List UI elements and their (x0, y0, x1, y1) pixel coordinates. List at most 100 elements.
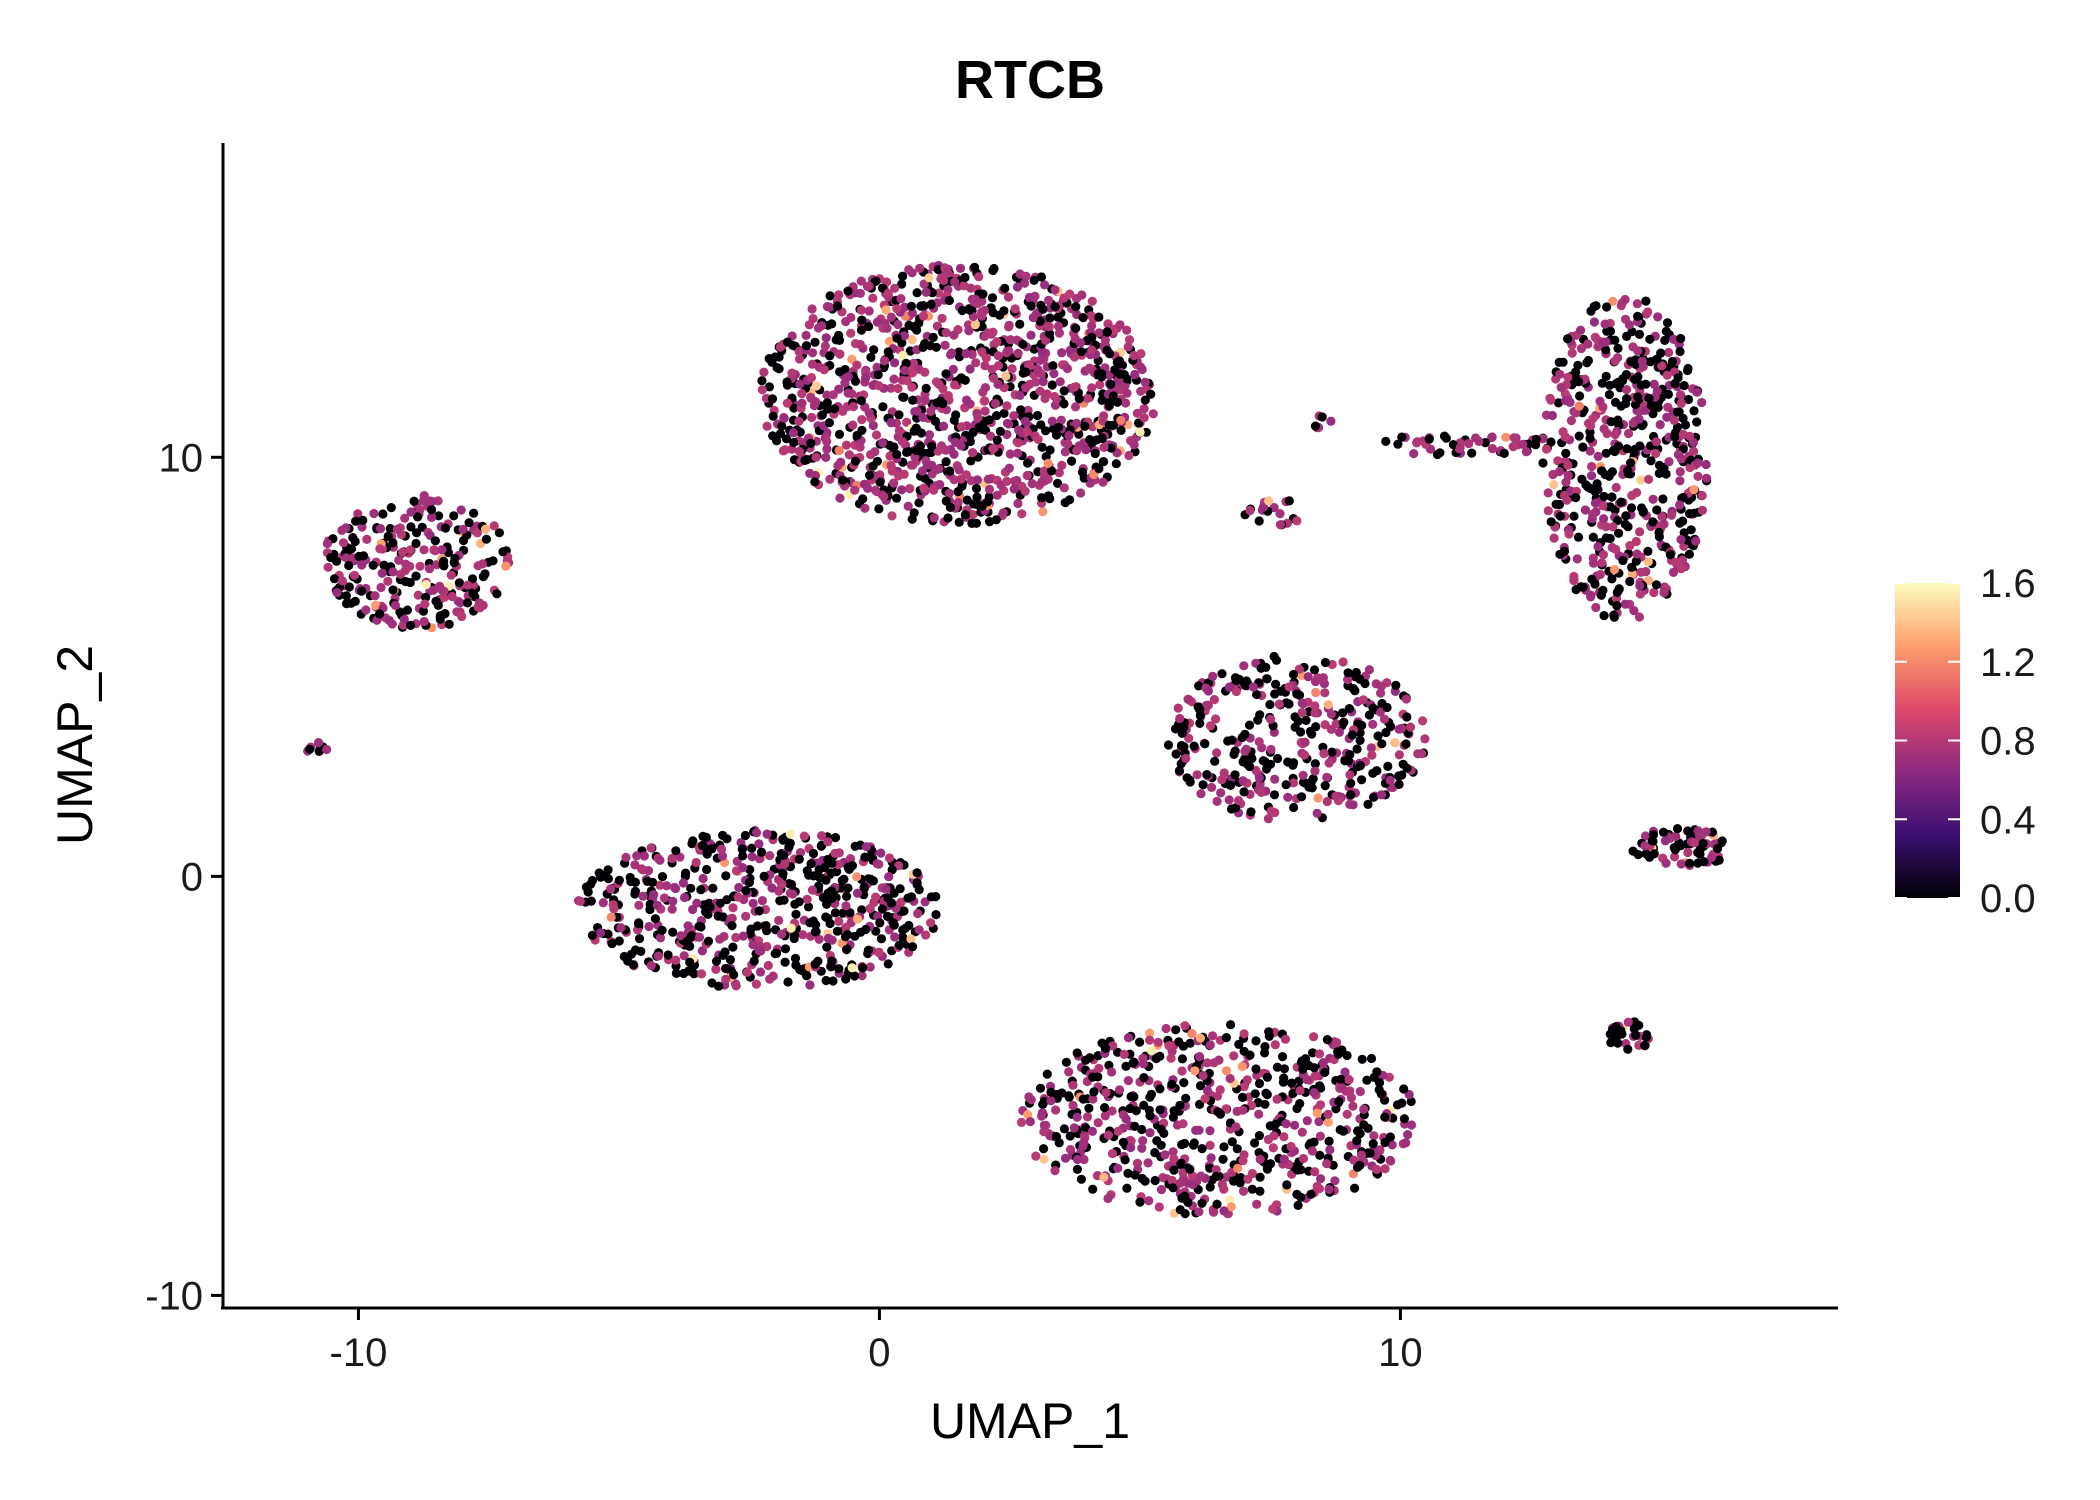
data-point (1567, 348, 1577, 358)
data-point (1652, 386, 1662, 396)
data-point (922, 460, 933, 470)
data-point (1387, 1140, 1397, 1150)
data-point (1697, 397, 1707, 408)
data-point (1364, 710, 1374, 720)
data-point (1205, 721, 1216, 731)
data-point (1281, 1119, 1291, 1129)
data-point (1021, 383, 1031, 393)
data-point (441, 523, 451, 533)
data-point (1640, 1041, 1650, 1051)
data-point (973, 500, 983, 510)
data-point (1553, 456, 1563, 466)
data-point (985, 431, 996, 441)
cluster-small-bottom-right (1605, 1017, 1653, 1054)
data-point (1061, 1057, 1071, 1067)
data-point (949, 330, 959, 340)
data-point (794, 416, 804, 426)
data-point (1182, 773, 1192, 783)
data-point (789, 403, 799, 413)
data-point (887, 898, 897, 908)
data-point (1685, 858, 1695, 868)
data-point (1271, 1119, 1281, 1129)
data-point (418, 606, 429, 616)
data-point (1380, 1112, 1390, 1122)
data-point (744, 877, 755, 888)
data-point (992, 337, 1002, 347)
data-point (764, 382, 775, 392)
data-point (787, 368, 797, 378)
data-point (819, 365, 829, 375)
data-point (1122, 388, 1132, 398)
data-point (1561, 448, 1571, 458)
data-point (420, 599, 430, 609)
data-point (794, 446, 805, 456)
data-point (1293, 716, 1303, 726)
data-point (929, 513, 939, 523)
data-point (843, 286, 853, 296)
data-point (807, 304, 817, 314)
data-point (920, 367, 930, 377)
data-point (806, 859, 816, 869)
data-point (1578, 442, 1588, 452)
data-point (1164, 1041, 1174, 1051)
data-point (930, 416, 941, 426)
data-point (1270, 774, 1280, 784)
data-point (1586, 592, 1596, 602)
data-point (874, 947, 884, 958)
data-point (1541, 444, 1552, 454)
data-point (838, 475, 848, 485)
data-point (1538, 458, 1548, 468)
y-axis-title: UMAP_2 (47, 645, 103, 845)
data-point (1238, 1156, 1248, 1166)
data-point (843, 862, 853, 873)
data-point (405, 545, 415, 555)
data-point (731, 981, 741, 991)
data-point (1622, 331, 1632, 341)
data-point (944, 295, 955, 306)
data-point (871, 430, 882, 440)
data-point (671, 968, 682, 979)
data-point (1100, 1111, 1110, 1121)
data-point (456, 505, 466, 515)
data-point (462, 598, 473, 608)
data-point (1573, 360, 1583, 370)
data-point (1023, 458, 1033, 468)
data-point (1600, 319, 1610, 329)
data-point (1290, 1120, 1300, 1130)
colorbar-tick-label: 1.6 (1980, 562, 2036, 606)
data-point (1651, 580, 1662, 590)
data-point (1130, 1170, 1140, 1180)
data-point (1634, 414, 1644, 424)
data-point (412, 528, 422, 538)
data-point (811, 381, 822, 391)
data-point (1009, 484, 1019, 494)
data-point (983, 328, 993, 338)
data-point (808, 314, 818, 324)
data-point (697, 969, 707, 979)
data-point (1611, 482, 1621, 493)
data-point (715, 934, 725, 944)
data-point (1107, 1106, 1117, 1116)
data-point (681, 937, 691, 947)
data-point (884, 872, 894, 882)
data-point (1371, 679, 1381, 689)
data-point (1660, 836, 1670, 846)
data-point (1601, 345, 1611, 355)
data-point (886, 383, 896, 393)
data-point (1126, 1142, 1136, 1153)
data-point (434, 511, 444, 521)
data-point (855, 442, 865, 452)
data-point (902, 447, 912, 457)
cluster-streak-a (1381, 431, 1556, 460)
data-point (1698, 838, 1708, 849)
data-point (1072, 446, 1082, 456)
data-point (1262, 1072, 1272, 1082)
data-point (908, 942, 918, 952)
data-point (400, 576, 411, 587)
data-point (845, 908, 855, 918)
data-point (399, 614, 409, 624)
data-point (1219, 1206, 1229, 1216)
data-point (1338, 718, 1348, 728)
data-point (1595, 569, 1605, 580)
data-point (1125, 1103, 1135, 1114)
